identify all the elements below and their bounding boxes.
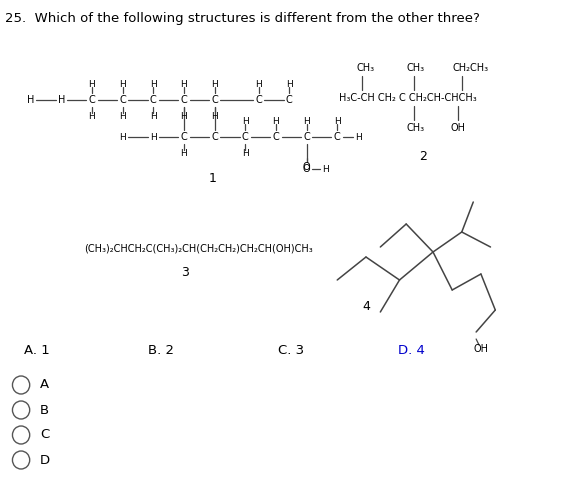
Text: O: O [303, 164, 311, 174]
Text: CH₃: CH₃ [356, 63, 374, 73]
Text: H: H [57, 95, 65, 105]
Text: H: H [255, 80, 262, 89]
Text: OH: OH [473, 344, 488, 354]
Text: C: C [40, 428, 49, 441]
Text: H: H [88, 80, 96, 89]
Text: H₃C-CH CH₂ C CH₂CH-CHCH₃: H₃C-CH CH₂ C CH₂CH-CHCH₃ [339, 93, 477, 103]
Text: H: H [150, 80, 156, 89]
Text: H: H [120, 80, 126, 89]
Text: CH₃: CH₃ [406, 63, 424, 73]
Text: H: H [180, 112, 188, 121]
Text: H: H [355, 132, 362, 141]
Text: D: D [40, 453, 50, 466]
Text: A. 1: A. 1 [24, 344, 50, 357]
Text: H: H [150, 132, 156, 141]
Text: C: C [150, 95, 156, 105]
Text: 4: 4 [362, 301, 370, 314]
Text: C: C [180, 95, 188, 105]
Text: H: H [242, 148, 248, 157]
Text: H: H [303, 117, 310, 125]
Text: O: O [303, 162, 311, 172]
Text: 2: 2 [420, 149, 427, 162]
Text: H: H [120, 132, 126, 141]
Text: B: B [40, 403, 49, 416]
Text: H: H [211, 80, 218, 89]
Text: H: H [334, 117, 340, 125]
Text: C. 3: C. 3 [278, 344, 304, 357]
Text: C: C [120, 95, 126, 105]
Text: C: C [334, 132, 340, 142]
Text: H: H [272, 117, 280, 125]
Text: H: H [211, 112, 218, 121]
Text: H: H [88, 112, 96, 121]
Text: H: H [150, 112, 156, 121]
Text: H: H [322, 164, 329, 173]
Text: H: H [27, 95, 35, 105]
Text: C: C [303, 132, 310, 142]
Text: 25.  Which of the following structures is different from the other three?: 25. Which of the following structures is… [5, 12, 480, 25]
Text: 1: 1 [209, 171, 217, 184]
Text: C: C [88, 95, 96, 105]
Text: C: C [211, 95, 218, 105]
Text: C: C [255, 95, 262, 105]
Text: (CH₃)₂CHCH₂C(CH₃)₂CH(CH₂CH₂)CH₂CH(OH)CH₃: (CH₃)₂CHCH₂C(CH₃)₂CH(CH₂CH₂)CH₂CH(OH)CH₃ [84, 243, 313, 253]
Text: B. 2: B. 2 [148, 344, 175, 357]
Text: C: C [286, 95, 292, 105]
Text: CH₂CH₃: CH₂CH₃ [452, 63, 488, 73]
Text: C: C [272, 132, 280, 142]
Text: C: C [242, 132, 248, 142]
Text: OH: OH [450, 123, 465, 133]
Text: C: C [180, 132, 188, 142]
Text: H: H [242, 117, 248, 125]
Text: H: H [180, 80, 188, 89]
Text: A: A [40, 378, 49, 391]
Text: 3: 3 [181, 266, 189, 279]
Text: H: H [180, 148, 188, 157]
Text: H: H [286, 80, 292, 89]
Text: CH₃: CH₃ [406, 123, 424, 133]
Text: C: C [211, 132, 218, 142]
Text: H: H [120, 112, 126, 121]
Text: D. 4: D. 4 [397, 344, 424, 357]
